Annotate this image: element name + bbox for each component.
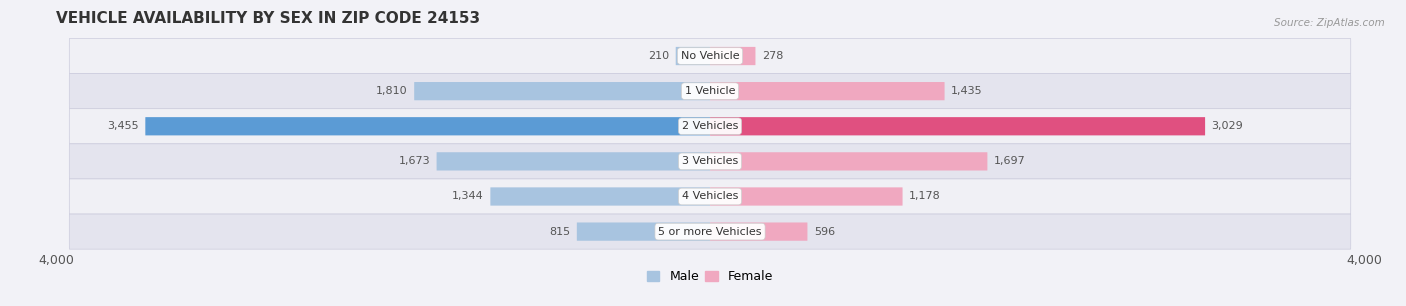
Legend: Male, Female: Male, Female [647,270,773,283]
FancyBboxPatch shape [710,187,903,206]
Text: No Vehicle: No Vehicle [681,51,740,61]
FancyBboxPatch shape [69,109,1351,144]
FancyBboxPatch shape [710,117,1205,135]
Text: 278: 278 [762,51,783,61]
FancyBboxPatch shape [69,73,1351,109]
Text: VEHICLE AVAILABILITY BY SEX IN ZIP CODE 24153: VEHICLE AVAILABILITY BY SEX IN ZIP CODE … [56,11,481,26]
Text: 1,697: 1,697 [994,156,1026,166]
Text: 4 Vehicles: 4 Vehicles [682,192,738,201]
FancyBboxPatch shape [676,47,710,65]
FancyBboxPatch shape [415,82,710,100]
Text: 210: 210 [648,51,669,61]
Text: 1,435: 1,435 [950,86,983,96]
Text: 3,455: 3,455 [107,121,139,131]
Text: 1,344: 1,344 [453,192,484,201]
Text: 3,029: 3,029 [1212,121,1243,131]
Text: 1,178: 1,178 [910,192,941,201]
FancyBboxPatch shape [437,152,710,170]
FancyBboxPatch shape [710,222,807,241]
Text: 5 or more Vehicles: 5 or more Vehicles [658,227,762,237]
Text: 596: 596 [814,227,835,237]
FancyBboxPatch shape [710,47,755,65]
FancyBboxPatch shape [145,117,710,135]
Text: 815: 815 [550,227,571,237]
Text: 2 Vehicles: 2 Vehicles [682,121,738,131]
FancyBboxPatch shape [69,144,1351,179]
FancyBboxPatch shape [710,82,945,100]
Text: 1,810: 1,810 [375,86,408,96]
FancyBboxPatch shape [576,222,710,241]
FancyBboxPatch shape [491,187,710,206]
FancyBboxPatch shape [710,152,987,170]
Text: 1,673: 1,673 [398,156,430,166]
FancyBboxPatch shape [69,39,1351,73]
FancyBboxPatch shape [69,179,1351,214]
Text: Source: ZipAtlas.com: Source: ZipAtlas.com [1274,18,1385,28]
Text: 3 Vehicles: 3 Vehicles [682,156,738,166]
Text: 1 Vehicle: 1 Vehicle [685,86,735,96]
FancyBboxPatch shape [69,214,1351,249]
